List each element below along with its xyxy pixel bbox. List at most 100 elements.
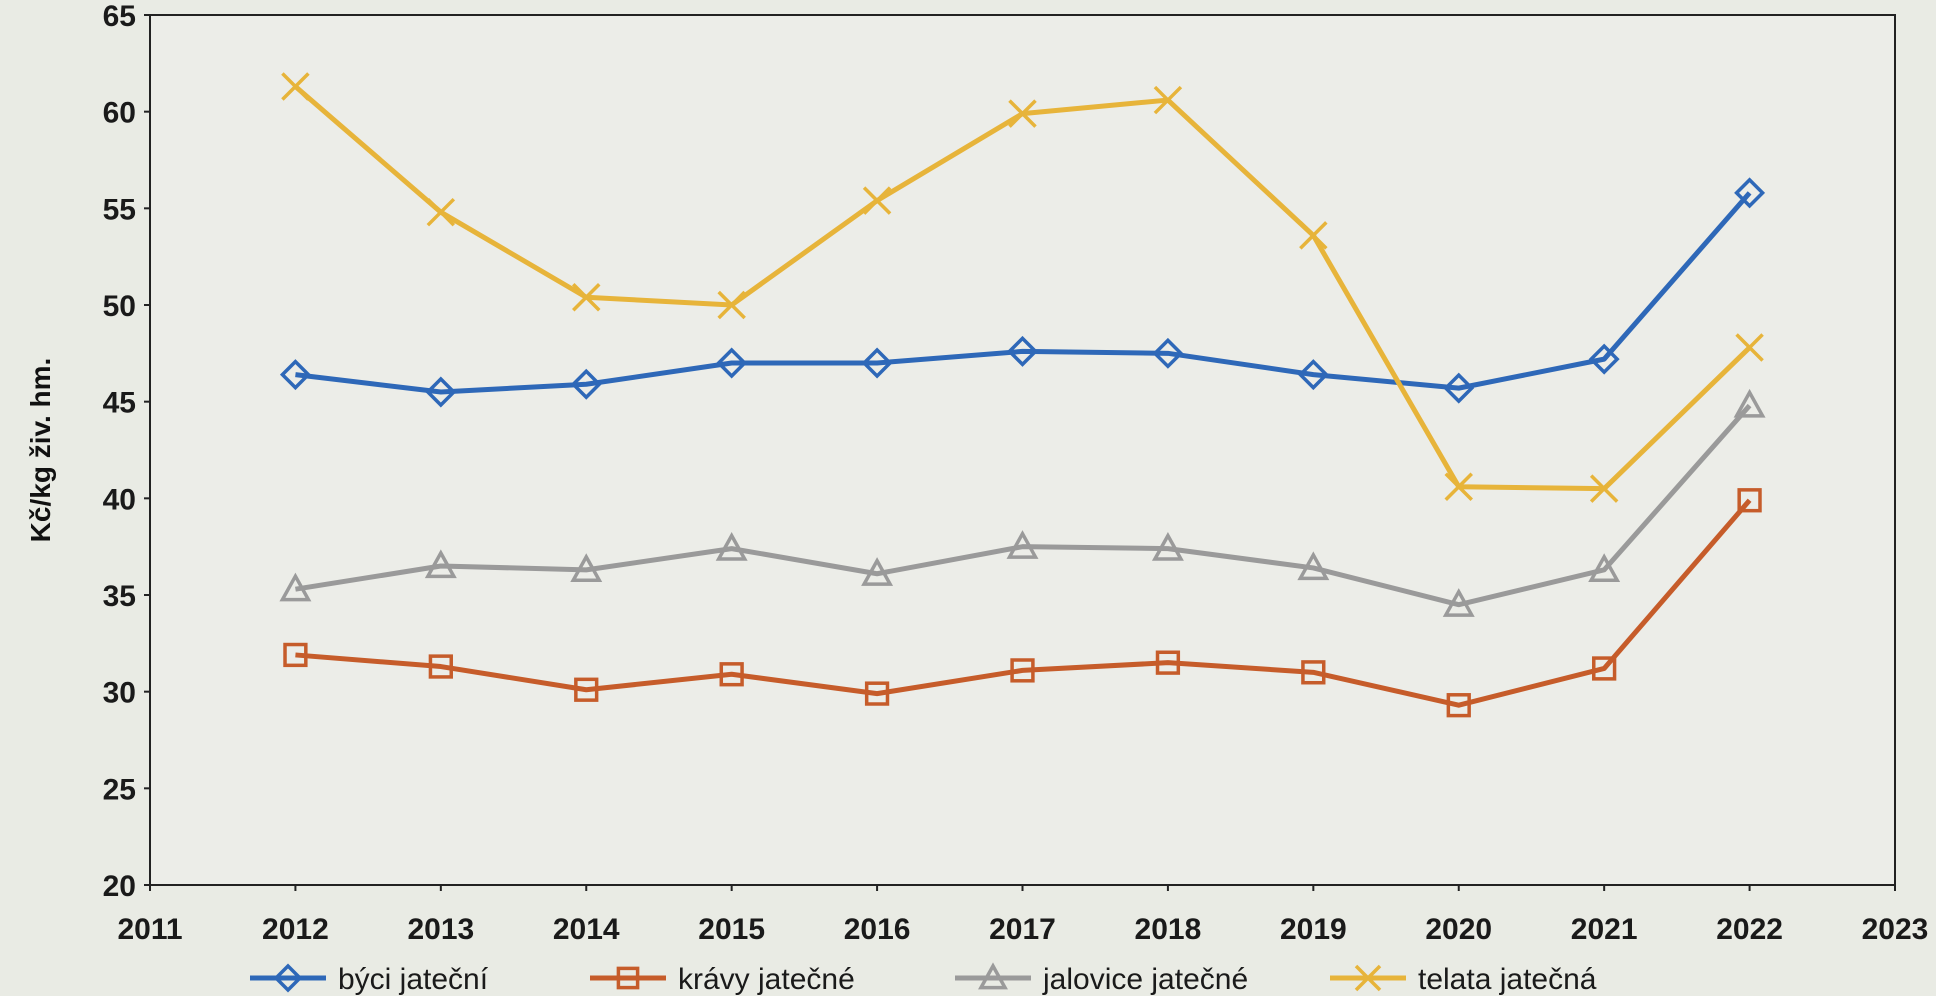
data-point-marker (1443, 372, 1475, 404)
y-tick-label: 65 (103, 0, 136, 33)
data-point-marker (1010, 658, 1035, 683)
legend-item: býci jateční (250, 963, 489, 996)
marker-stroke (1153, 85, 1183, 115)
x-tick-label: 2015 (698, 913, 765, 946)
data-point-marker (1734, 177, 1766, 209)
y-tick-label: 45 (103, 387, 136, 420)
x-tick-label: 2018 (1135, 913, 1202, 946)
data-point-marker (1297, 359, 1329, 391)
y-tick-label: 30 (103, 677, 136, 710)
data-point-marker (1297, 551, 1330, 581)
data-point-marker (716, 347, 748, 379)
marker-stroke (717, 290, 746, 320)
data-point-marker (1735, 333, 1764, 362)
series-line (295, 191, 1752, 395)
series-3 (279, 388, 1766, 617)
marker-stroke (1444, 472, 1473, 501)
data-point-marker (861, 557, 894, 586)
series-line (295, 498, 1752, 708)
y-tick-label: 50 (103, 290, 136, 323)
x-tick-label: 2023 (1862, 913, 1929, 946)
y-tick-label: 60 (103, 97, 136, 130)
marker-stroke (1299, 221, 1328, 250)
legend-item: jalovice jatečné (955, 962, 1248, 996)
data-point-marker (1588, 343, 1620, 375)
series-2 (283, 488, 1762, 718)
data-point-marker (861, 347, 893, 379)
data-point-marker (1301, 660, 1326, 685)
legend-item: krávy jatečné (590, 963, 855, 996)
data-point-marker (1155, 650, 1181, 675)
data-point-marker (719, 662, 744, 687)
series-layer (279, 72, 1766, 718)
x-tick-label: 2011 (117, 913, 182, 946)
marker-stroke (281, 72, 310, 101)
marker-stroke (1354, 964, 1382, 992)
data-point-marker (281, 72, 310, 101)
data-point-marker (978, 962, 1008, 990)
data-point-marker (1153, 85, 1183, 115)
marker-stroke (1735, 333, 1764, 362)
data-point-marker (279, 572, 312, 602)
marker-stroke (862, 186, 892, 215)
data-point-marker (1733, 388, 1766, 418)
x-tick-label: 2014 (553, 913, 620, 946)
series-1 (279, 177, 1766, 408)
data-point-marker (1446, 693, 1471, 718)
data-point-marker (1152, 337, 1184, 369)
y-tick-label: 40 (103, 483, 136, 516)
legend-label: býci jateční (338, 963, 489, 996)
legend-label: jalovice jatečné (1042, 963, 1248, 996)
y-tick-labels: 20 25 30 35 40 45 50 55 60 65 (103, 0, 150, 903)
plot-area (150, 15, 1895, 885)
data-point-marker (616, 966, 640, 990)
data-point-marker (273, 963, 303, 993)
data-point-marker (1737, 488, 1762, 513)
marker-stroke (426, 197, 456, 227)
data-point-marker (715, 531, 748, 561)
data-point-marker (1444, 472, 1473, 501)
data-point-marker (1588, 553, 1621, 583)
data-point-marker (717, 290, 746, 320)
y-tick-label: 35 (103, 580, 136, 613)
x-tick-label: 2021 (1571, 913, 1638, 946)
data-point-marker (1007, 335, 1038, 367)
data-point-marker (1299, 221, 1328, 250)
data-point-marker (1354, 964, 1382, 992)
marker-stroke (572, 283, 601, 312)
data-point-marker (428, 654, 453, 679)
data-point-marker (279, 359, 311, 391)
x-tick-label: 2017 (989, 913, 1056, 946)
x-tick-label: 2012 (262, 913, 329, 946)
marker-stroke (1589, 474, 1619, 503)
data-point-marker (574, 677, 599, 702)
data-point-marker (1006, 530, 1039, 559)
y-axis-title: Kč/kg živ. hm. (25, 358, 56, 543)
legend: býci jateční krávy jatečné jalovice jatečn… (250, 962, 1597, 996)
y-tick-label: 55 (103, 193, 136, 226)
data-point-marker (1589, 474, 1619, 503)
x-tick-label: 2013 (407, 913, 474, 946)
data-point-marker (570, 368, 602, 400)
data-point-marker (570, 553, 603, 583)
data-point-marker (572, 283, 601, 312)
data-point-marker (1442, 588, 1475, 617)
x-tick-label: 2019 (1280, 913, 1347, 946)
legend-label: krávy jatečné (678, 963, 855, 996)
x-tick-label: 2022 (1716, 913, 1783, 946)
data-point-marker (425, 376, 457, 408)
x-tick-labels: 2011 2012 2013 2014 2015 2016 2017 2018 2019 2020… (117, 885, 1928, 946)
x-tick-label: 2016 (844, 913, 911, 946)
y-tick-label: 25 (103, 773, 136, 806)
x-tick-label: 2020 (1425, 913, 1492, 946)
series-4 (281, 72, 1764, 503)
marker-stroke (1008, 99, 1037, 128)
data-point-marker (862, 186, 892, 215)
data-point-marker (864, 681, 890, 706)
legend-item: telata jatečná (1330, 963, 1597, 996)
data-point-marker (283, 642, 308, 668)
data-point-marker (426, 197, 456, 227)
data-point-marker (1008, 99, 1037, 128)
y-tick-label: 20 (103, 870, 136, 903)
